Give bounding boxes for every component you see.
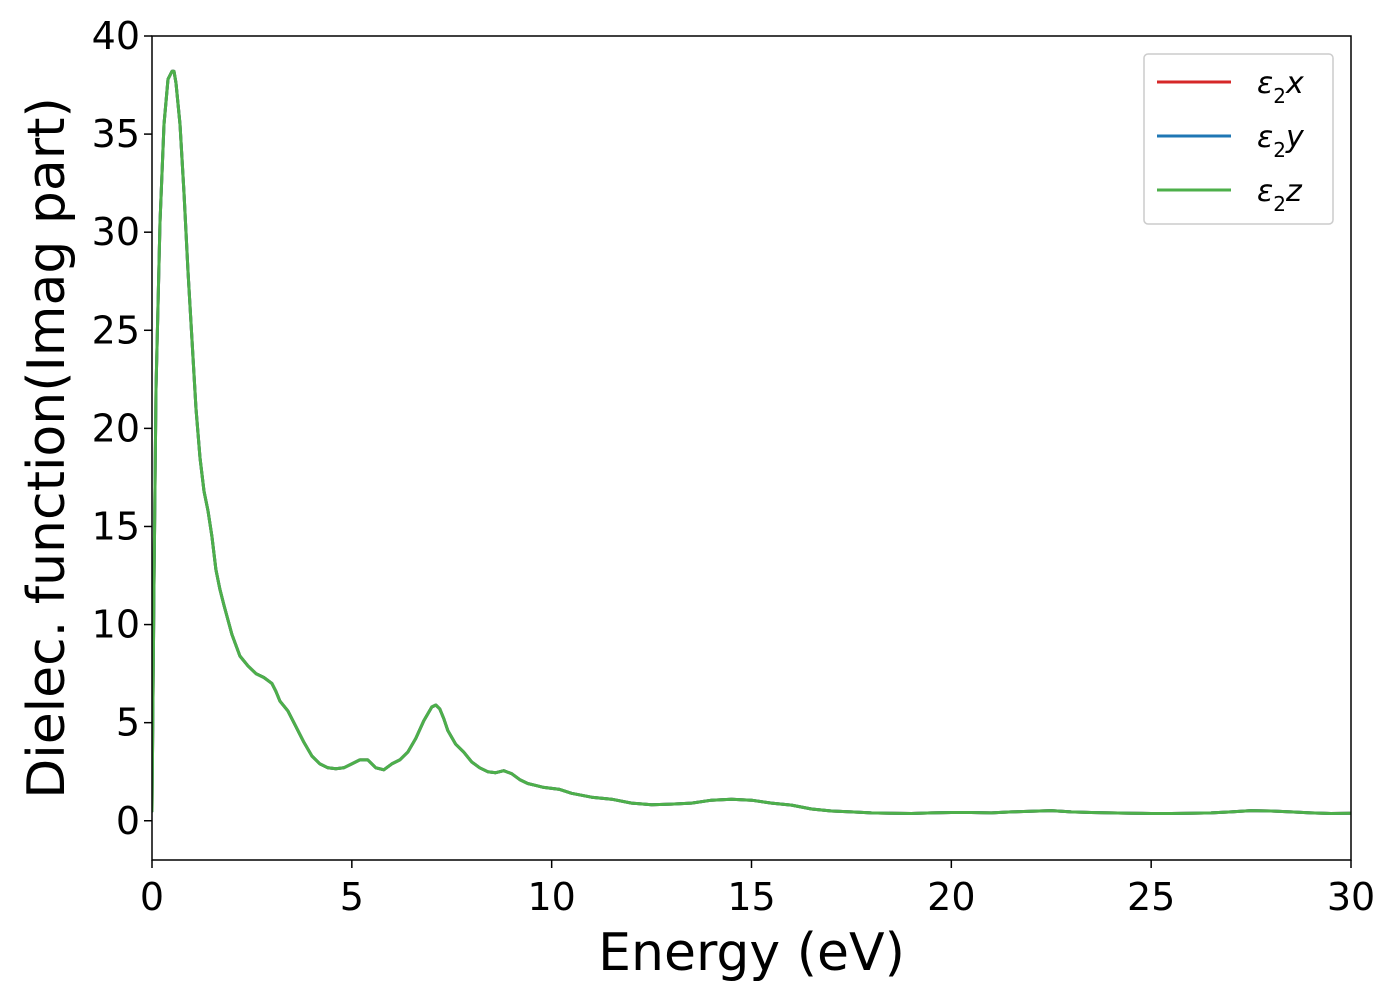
y-tick-label: 30 <box>92 210 140 254</box>
legend-label-x: ε2x <box>1257 66 1304 108</box>
x-tick-label: 30 <box>1327 875 1375 919</box>
y-tick-label: 25 <box>92 308 140 352</box>
legend: ε2x ε2y ε2z <box>1143 53 1334 225</box>
series-layer <box>152 69 1351 815</box>
y-tick-label: 35 <box>92 112 140 156</box>
x-tick-label: 10 <box>527 875 575 919</box>
legend-label-y: ε2y <box>1257 120 1305 162</box>
y-tick-label: 20 <box>92 406 140 450</box>
y-tick-label: 15 <box>92 504 140 548</box>
y-axis-label: Dielec. function(Imag part) <box>17 97 77 799</box>
x-tick-label: 20 <box>927 875 975 919</box>
y-tick-label: 10 <box>92 603 140 647</box>
x-tick-label: 15 <box>727 875 775 919</box>
x-axis-ticks: 0 5 10 15 20 25 30 <box>140 860 1375 919</box>
series-line-z <box>152 69 1351 815</box>
x-axis-label: Energy (eV) <box>598 923 905 983</box>
y-tick-label: 5 <box>116 701 140 745</box>
y-axis-ticks: 0 5 10 15 20 25 30 35 40 <box>92 14 152 843</box>
x-tick-label: 5 <box>340 875 364 919</box>
legend-label-z: ε2z <box>1257 174 1303 216</box>
legend-entries: ε2x ε2y ε2z <box>1157 66 1305 216</box>
legend-box <box>1143 53 1334 225</box>
y-tick-label: 0 <box>116 799 140 843</box>
y-tick-label: 40 <box>92 14 140 58</box>
x-tick-label: 0 <box>140 875 164 919</box>
x-tick-label: 25 <box>1127 875 1175 919</box>
